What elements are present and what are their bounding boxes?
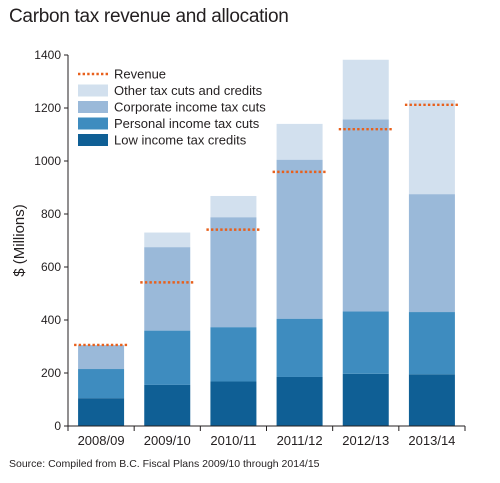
- bar-segment-2-5: [342, 311, 389, 374]
- bar-segment-4-2: [144, 232, 191, 248]
- bar-segment-1-3: [210, 381, 257, 426]
- x-tick-label-2: 2009/10: [144, 433, 191, 448]
- y-tick-label-6: 1000: [34, 154, 61, 168]
- y-axis-title: $ (Millions): [11, 204, 28, 277]
- x-tick-label-1: 2008/09: [78, 433, 125, 448]
- legend-label-2: Corporate income tax cuts: [114, 100, 266, 115]
- bar-segment-3-4: [276, 159, 323, 319]
- bar-segment-4-3: [210, 195, 257, 218]
- legend-swatch-1: [78, 84, 108, 97]
- bar-segment-3-3: [210, 217, 257, 328]
- y-tick-label-1: 0: [54, 419, 61, 433]
- bar-segment-1-2: [144, 384, 191, 426]
- bar-segment-4-4: [276, 123, 323, 160]
- x-tick-label-4: 2011/12: [277, 433, 323, 448]
- bar-segment-1-5: [342, 373, 389, 426]
- bar-segment-1-1: [78, 398, 125, 426]
- legend-label-1: Other tax cuts and credits: [114, 83, 263, 98]
- x-tick-label-3: 2010/11: [210, 433, 256, 448]
- legend-swatch-3: [78, 117, 108, 130]
- y-tick-label-5: 800: [41, 207, 61, 221]
- bar-segment-4-6: [408, 100, 455, 195]
- chart-title: Carbon tax revenue and allocation: [9, 6, 289, 27]
- bar-segment-3-5: [342, 119, 389, 312]
- bar-segment-2-4: [276, 318, 323, 377]
- legend-label-4: Low income tax credits: [114, 133, 247, 148]
- x-tick-label-5: 2012/13: [342, 433, 389, 448]
- y-axis-ticks: 0 200 400 600 800 1000 1200 1400: [34, 48, 68, 433]
- bar-segment-3-6: [408, 194, 455, 313]
- y-tick-label-7: 1200: [34, 101, 61, 115]
- y-tick-label-3: 400: [41, 313, 61, 327]
- y-tick-label-8: 1400: [34, 48, 61, 62]
- bar-segment-2-6: [408, 312, 455, 375]
- bar-segment-2-2: [144, 330, 191, 385]
- source-note: Source: Compiled from B.C. Fiscal Plans …: [9, 458, 320, 470]
- legend-label-3: Personal income tax cuts: [114, 116, 260, 131]
- legend-label-0: Revenue: [114, 67, 166, 82]
- bar-segment-1-6: [408, 374, 455, 426]
- y-tick-label-4: 600: [41, 260, 61, 274]
- bar-segment-2-1: [78, 369, 125, 399]
- bar-segment-1-4: [276, 376, 323, 426]
- x-tick-label-6: 2013/14: [408, 433, 455, 448]
- y-tick-label-2: 200: [41, 366, 61, 380]
- legend-swatch-2: [78, 101, 108, 113]
- bar-segment-3-1: [78, 345, 125, 370]
- bar-segment-2-3: [210, 327, 257, 382]
- legend-swatch-4: [78, 134, 108, 146]
- x-axis-ticks: 2008/09 2009/10 2010/11 2011/12 2012/13 2013/…: [67, 426, 466, 448]
- bar-segment-4-5: [342, 59, 389, 120]
- bar-segment-3-2: [144, 247, 191, 331]
- bars-layer: [78, 59, 455, 426]
